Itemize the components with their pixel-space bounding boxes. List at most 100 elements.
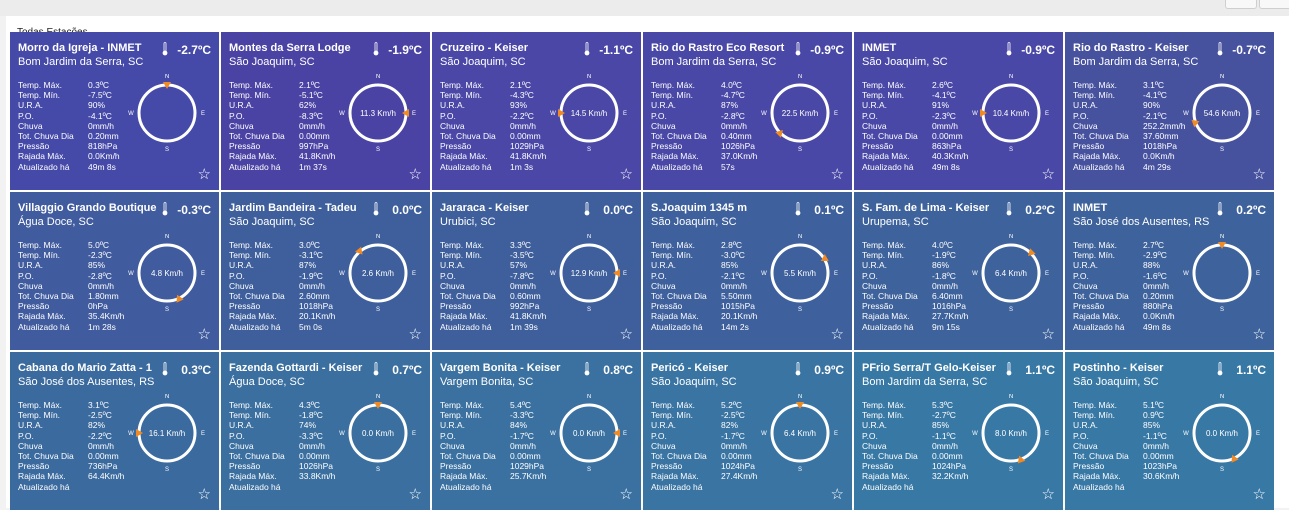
- stat-label: Tot. Chuva Dia: [651, 291, 707, 302]
- favorite-star-icon[interactable]: ☆: [408, 166, 422, 183]
- stat-row: Temp. Mín. -3.0ºC: [651, 250, 771, 260]
- compass-ring: [137, 243, 197, 303]
- stat-row: Pressão 1024hPa: [862, 461, 982, 471]
- stat-value: 1.80mm: [88, 291, 119, 302]
- favorite-star-icon[interactable]: ☆: [1252, 166, 1266, 183]
- stat-row: Temp. Mín. -7.5ºC: [18, 90, 138, 100]
- station-card[interactable]: Morro da Igreja - INMET Bom Jardim da Ser…: [10, 32, 219, 190]
- favorite-star-icon[interactable]: ☆: [830, 166, 844, 183]
- station-card[interactable]: Cruzeiro - Keiser São Joaquim, SC -1.1ºC Te…: [432, 32, 641, 190]
- compass-label-e: E: [412, 431, 416, 437]
- stat-row: Tot. Chuva Dia 0.20mm: [1073, 291, 1193, 301]
- stat-label: Atualizado há: [1073, 161, 1125, 172]
- favorite-star-icon[interactable]: ☆: [1041, 486, 1055, 503]
- toolbar-button[interactable]: [1259, 0, 1289, 9]
- stat-label: Tot. Chuva Dia: [440, 451, 496, 462]
- station-card[interactable]: Pericó - Keiser São Joaquim, SC 0.9ºC Temp.…: [643, 352, 852, 510]
- stat-label: Temp. Máx.: [651, 240, 695, 250]
- stat-label: Temp. Máx.: [1073, 240, 1117, 250]
- station-card[interactable]: Cabana do Mario Zatta - 1 São José dos Au…: [10, 352, 219, 510]
- thermometer-icon: [1006, 362, 1012, 376]
- stat-row: Pressão 818hPa: [18, 141, 138, 151]
- stat-row: Pressão 1015hPa: [651, 301, 771, 311]
- stat-row: Tot. Chuva Dia 0.00mm: [1073, 451, 1193, 461]
- station-card[interactable]: S. Fam. de Lima - Keiser Urupema, SC 0.2ºC…: [854, 192, 1063, 350]
- favorite-star-icon[interactable]: ☆: [197, 486, 211, 503]
- station-card[interactable]: PFrio Serra/T Gelo-Keiser Bom Jardim da S…: [854, 352, 1063, 510]
- favorite-star-icon[interactable]: ☆: [408, 326, 422, 343]
- favorite-star-icon[interactable]: ☆: [197, 166, 211, 183]
- station-name: Morro da Igreja - INMET: [18, 42, 142, 54]
- stat-label: Pressão: [440, 301, 472, 312]
- favorite-star-icon[interactable]: ☆: [619, 166, 633, 183]
- wind-speed: 16.1 Km/h: [149, 429, 185, 438]
- stat-row: Tot. Chuva Dia 0.40mm: [651, 131, 771, 141]
- compass-label-n: N: [1220, 74, 1224, 80]
- favorite-star-icon[interactable]: ☆: [1041, 326, 1055, 343]
- favorite-star-icon[interactable]: ☆: [1252, 486, 1266, 503]
- wind-direction-arrow: [613, 269, 620, 277]
- stat-label: Atualizado há: [18, 481, 70, 492]
- station-card[interactable]: Postinho - Keiser São Joaquim, SC 1.1ºC Tem…: [1065, 352, 1274, 510]
- favorite-star-icon[interactable]: ☆: [830, 486, 844, 503]
- stat-row: Atualizado há: [651, 482, 771, 492]
- stat-value: 1m 28s: [88, 321, 116, 332]
- stat-value: 93%: [510, 100, 528, 111]
- compass-label-s: S: [587, 307, 591, 312]
- compass-label-s: S: [376, 307, 380, 312]
- stat-label: U.R.A.: [651, 420, 677, 431]
- favorite-star-icon[interactable]: ☆: [197, 326, 211, 343]
- compass-label-e: E: [1256, 271, 1260, 277]
- wind-compass: N S E W 54.6 Km/h: [1183, 74, 1260, 152]
- stat-value: 64.4Km/h: [88, 471, 125, 482]
- station-temperature: 0.3ºC: [181, 363, 211, 377]
- compass-label-n: N: [587, 394, 591, 400]
- stat-label: Temp. Máx.: [440, 80, 484, 90]
- stat-value: -2.8ºC: [721, 110, 745, 121]
- station-name: Fazenda Gottardi - Keiser: [229, 362, 363, 374]
- stat-label: Temp. Máx.: [229, 400, 273, 410]
- toolbar-button[interactable]: [1225, 0, 1257, 9]
- stat-value: 0mm/h: [721, 440, 747, 451]
- station-card[interactable]: Jararaca - Keiser Urubici, SC 0.0ºC Temp. M…: [432, 192, 641, 350]
- station-card[interactable]: Rio do Rastro - Keiser Bom Jardim da Serr…: [1065, 32, 1274, 190]
- station-card[interactable]: INMET São Joaquim, SC -0.9ºC Temp. Máx. 2.6º…: [854, 32, 1063, 190]
- station-card[interactable]: Vargem Bonita - Keiser Vargem Bonita, SC 0…: [432, 352, 641, 510]
- stat-value: 0mm/h: [510, 280, 536, 291]
- station-temperature: 0.2ºC: [1025, 203, 1055, 217]
- stat-value: -2.5ºC: [721, 410, 745, 421]
- stat-row: Rajada Máx. 32.2Km/h: [862, 471, 982, 481]
- stat-row: Temp. Máx. 3.1ºC: [1073, 80, 1193, 90]
- station-card[interactable]: Jardim Bandeira - Tadeu São Joaquim, SC 0.…: [221, 192, 430, 350]
- stat-row: Temp. Máx. 2.7ºC: [1073, 240, 1193, 250]
- station-card[interactable]: Montes da Serra Lodge São Joaquim, SC -1.9…: [221, 32, 430, 190]
- stat-value: 41.8Km/h: [299, 151, 336, 162]
- compass-label-w: W: [972, 271, 978, 277]
- favorite-star-icon[interactable]: ☆: [619, 486, 633, 503]
- station-card[interactable]: INMET São José dos Ausentes, RS 0.2ºC Temp.…: [1065, 192, 1274, 350]
- favorite-star-icon[interactable]: ☆: [830, 326, 844, 343]
- stat-label: Temp. Máx.: [229, 240, 273, 250]
- favorite-star-icon[interactable]: ☆: [1252, 326, 1266, 343]
- stat-row: P.O. -4.1ºC: [18, 111, 138, 121]
- station-card[interactable]: Fazenda Gottardi - Keiser Água Doce, SC 0.…: [221, 352, 430, 510]
- station-card[interactable]: S.Joaquim 1345 m São Joaquim, SC 0.1ºC Temp…: [643, 192, 852, 350]
- compass-label-n: N: [798, 234, 802, 240]
- stat-value: 35.4Km/h: [88, 311, 125, 322]
- stat-row: U.R.A. 88%: [1073, 260, 1193, 270]
- wind-compass: N S E W 12.9 Km/h: [550, 234, 627, 312]
- stat-row: Rajada Máx. 20.1Km/h: [229, 311, 349, 321]
- station-card[interactable]: Rio do Rastro Eco Resort Bom Jardim da Se…: [643, 32, 852, 190]
- station-stats: Temp. Máx. 5.2ºC Temp. Mín. -2.5ºC U.R.A. 82%…: [651, 400, 771, 492]
- favorite-star-icon[interactable]: ☆: [1041, 166, 1055, 183]
- favorite-star-icon[interactable]: ☆: [408, 486, 422, 503]
- stat-label: U.R.A.: [862, 260, 888, 271]
- stat-label: Atualizado há: [1073, 321, 1125, 332]
- stat-row: Rajada Máx. 40.3Km/h: [862, 151, 982, 161]
- wind-direction-arrow: [980, 109, 987, 117]
- compass-label-n: N: [587, 234, 591, 240]
- station-card[interactable]: Villaggio Grando Boutique Água Doce, SC -0…: [10, 192, 219, 350]
- wind-direction-arrow: [613, 429, 620, 437]
- stat-row: Chuva 252.2mm/h: [1073, 121, 1193, 131]
- favorite-star-icon[interactable]: ☆: [619, 326, 633, 343]
